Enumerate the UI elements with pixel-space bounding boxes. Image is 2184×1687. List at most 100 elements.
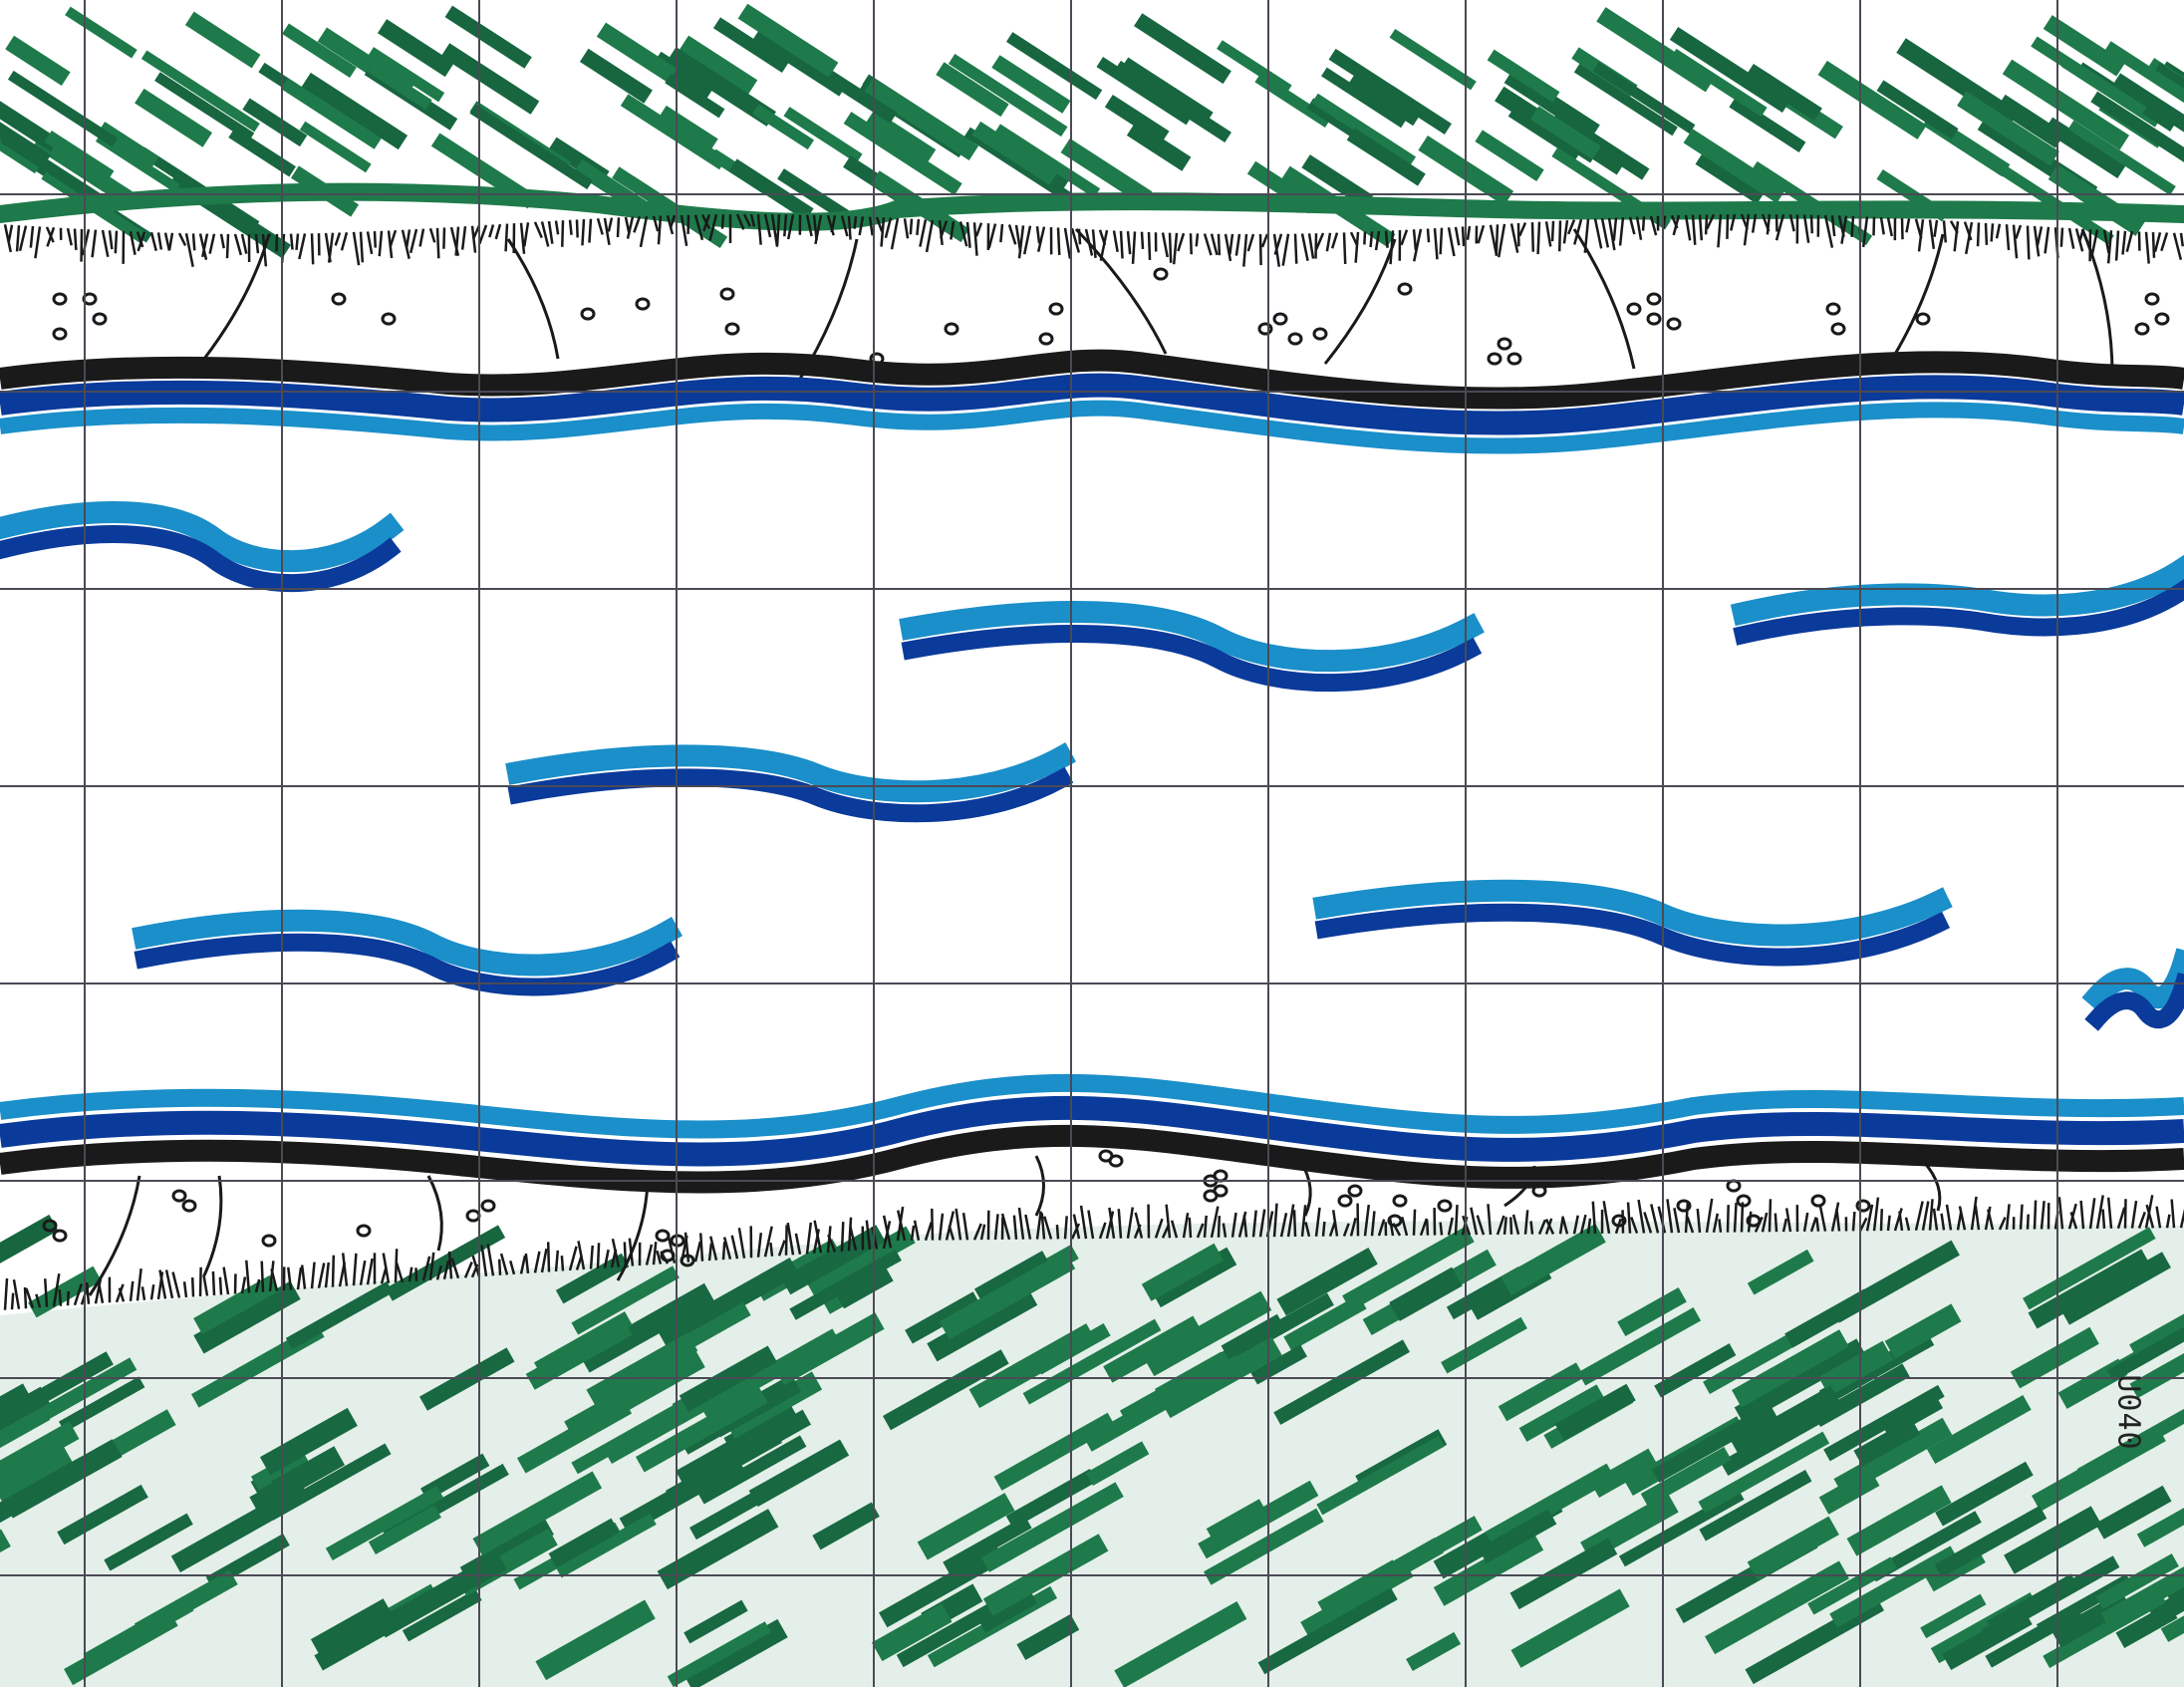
grass-stroke: [1881, 1393, 1944, 1439]
grass-tuft: [2170, 1199, 2176, 1229]
grass-tuft: [1612, 217, 1618, 241]
root-line: [202, 1175, 223, 1276]
grass-stroke: [1982, 1555, 2120, 1641]
grass-tuft: [1161, 1225, 1170, 1239]
grass-stroke: [943, 1516, 1032, 1574]
grass-tuft: [1330, 232, 1339, 249]
grass-stroke: [1321, 67, 1407, 129]
grass-stroke: [1699, 1469, 1812, 1542]
grass-tuft: [447, 1251, 453, 1279]
grass-tuft: [1286, 1204, 1295, 1238]
pebble: [660, 1249, 676, 1263]
grass-tuft: [1509, 223, 1519, 253]
grass-tuft: [775, 214, 781, 246]
grass-stroke: [193, 1274, 279, 1334]
grass-tuft: [1684, 214, 1692, 241]
grass-tuft: [1958, 1206, 1967, 1231]
grass-stroke: [1823, 1384, 1945, 1462]
grass-stroke: [2010, 1326, 2099, 1389]
grass-tuft: [1447, 1217, 1454, 1236]
grass-tuft: [786, 1222, 795, 1256]
grass-tuft: [916, 218, 921, 236]
pebble: [635, 297, 651, 311]
grass-stroke: [1119, 57, 1214, 127]
grass-stroke: [939, 1251, 1076, 1340]
grass-stroke: [789, 1249, 902, 1320]
grass-stroke: [657, 1509, 779, 1590]
grass-stroke: [310, 1598, 392, 1654]
grass-tuft: [546, 1242, 551, 1272]
pebble: [1746, 1214, 1762, 1228]
grass-tuft: [656, 1250, 663, 1265]
grass-stroke: [579, 48, 653, 104]
grass-stroke: [1683, 129, 1786, 204]
pebble: [2144, 292, 2160, 306]
grass-tuft: [1509, 1217, 1513, 1235]
grass-tuft: [1733, 1202, 1738, 1233]
grass-tuft: [749, 213, 756, 227]
grass-tuft: [603, 217, 611, 246]
grass-stroke: [2002, 59, 2130, 150]
grass-tuft: [1898, 1211, 1904, 1232]
grass-stroke: [385, 1225, 506, 1301]
grass-tuft: [2079, 1200, 2085, 1230]
grass-tuft: [1672, 214, 1681, 236]
grass-tuft: [987, 223, 997, 249]
grass-tuft: [254, 233, 260, 254]
grass-tuft: [1477, 224, 1486, 244]
grass-tuft: [865, 1220, 872, 1251]
grass-tuft: [786, 214, 795, 240]
pebble: [1213, 1184, 1228, 1198]
pebble: [92, 312, 108, 326]
grass-tuft: [43, 1278, 49, 1307]
grass-tuft: [1781, 1218, 1788, 1233]
grass-tuft: [1172, 232, 1179, 265]
grass-tuft: [98, 1284, 105, 1304]
grass-tuft: [633, 215, 642, 233]
grass-tuft: [939, 220, 949, 239]
grass-stroke: [44, 130, 115, 182]
grass-tuft: [931, 1208, 935, 1241]
wave-dark: [2084, 972, 2184, 1031]
grass-stroke: [905, 1291, 981, 1344]
grass-tuft: [1304, 1222, 1311, 1238]
grass-tuft: [275, 233, 279, 252]
root-line: [1034, 1155, 1045, 1217]
grass-tuft: [341, 1253, 349, 1286]
grass-stroke: [2106, 1326, 2184, 1382]
grass-tuft: [1165, 1204, 1172, 1239]
grass-stroke: [375, 1551, 507, 1638]
grass-tuft: [737, 1228, 746, 1259]
grass-tuft: [310, 1262, 316, 1289]
pebble: [381, 312, 397, 326]
grass-tuft: [1518, 222, 1527, 237]
grass-stroke: [301, 72, 409, 150]
grass-stroke: [1896, 38, 2020, 127]
grass-tuft: [66, 227, 73, 246]
grass-tuft: [1070, 227, 1081, 253]
grass-tuft: [1234, 233, 1241, 256]
grass-tuft: [1858, 1217, 1868, 1232]
grass-tuft: [645, 1244, 654, 1265]
grass-tuft: [296, 1266, 303, 1290]
grass-stroke: [936, 62, 1009, 118]
bottom-grass-tufts: [3, 1195, 2184, 1310]
grass-tuft: [2033, 1200, 2038, 1230]
grass-tuft: [1886, 1215, 1891, 1232]
grass-stroke: [667, 1621, 771, 1687]
grass-tuft: [1258, 1209, 1266, 1238]
grass-tuft: [1802, 214, 1810, 244]
grass-tuft: [359, 1260, 367, 1285]
grass-stroke: [2094, 1485, 2172, 1540]
grass-tuft: [1928, 219, 1936, 250]
grass-tuft: [1850, 215, 1855, 237]
grass-tuft: [1224, 233, 1232, 262]
grass-tuft: [1872, 216, 1876, 236]
grass-tuft: [1904, 1217, 1911, 1232]
grass-stroke: [0, 1214, 59, 1264]
grass-stroke: [843, 112, 962, 195]
grass-tuft: [1784, 1208, 1792, 1233]
grass-tuft: [435, 227, 440, 259]
grass-tuft: [813, 1220, 823, 1254]
grass-stroke: [2129, 1313, 2184, 1363]
